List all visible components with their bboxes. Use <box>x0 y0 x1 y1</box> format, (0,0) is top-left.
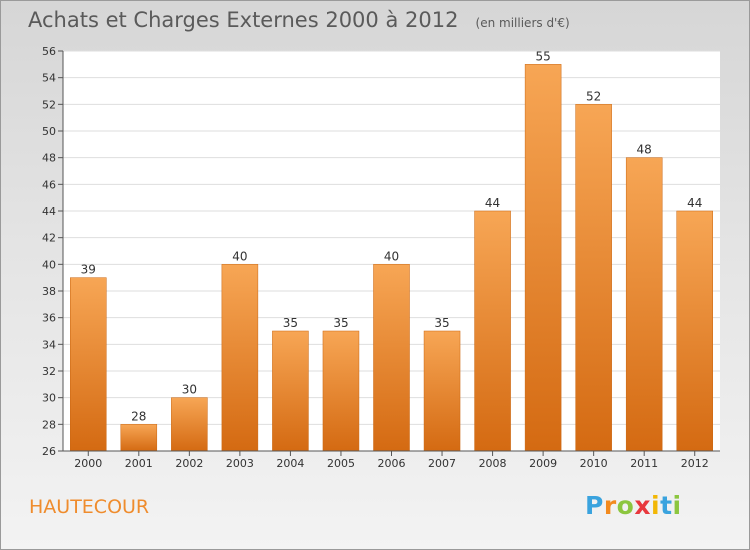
data-label-2004: 35 <box>283 316 298 330</box>
logo-letter: P <box>585 491 604 520</box>
x-tick-label-2007: 2007 <box>428 457 456 470</box>
data-label-2008: 44 <box>485 196 500 210</box>
logo-letter: o <box>616 491 635 520</box>
y-tick-label: 44 <box>42 205 56 218</box>
y-tick-label: 30 <box>42 392 56 405</box>
y-tick-label: 36 <box>42 312 56 325</box>
commune-name: HAUTECOUR <box>29 496 150 518</box>
data-label-2007: 35 <box>434 316 449 330</box>
bar-2001 <box>120 424 158 452</box>
proxiti-logo: Proxiti <box>585 491 682 520</box>
bar-2006 <box>373 264 410 452</box>
x-tick-label-2008: 2008 <box>479 457 507 470</box>
y-tick-label: 48 <box>42 152 56 165</box>
y-tick-label: 40 <box>42 258 56 271</box>
y-tick-label: 46 <box>42 178 56 191</box>
y-tick-label: 32 <box>42 365 56 378</box>
y-tick-label: 26 <box>42 445 56 458</box>
chart-subtitle: (en milliers d'€) <box>475 16 570 30</box>
chart-title: Achats et Charges Externes 2000 à 2012 <box>28 8 459 32</box>
data-label-2010: 52 <box>586 89 601 103</box>
logo-letter: t <box>660 491 673 520</box>
x-tick-label-2010: 2010 <box>580 457 608 470</box>
bar-2012 <box>676 210 713 452</box>
x-tick-label-2001: 2001 <box>125 457 153 470</box>
bar-2007 <box>423 330 461 452</box>
bar-2000 <box>70 277 107 452</box>
y-tick-label: 42 <box>42 232 56 245</box>
data-label-2002: 30 <box>182 383 197 397</box>
data-label-2001: 28 <box>131 409 146 423</box>
data-label-2009: 55 <box>535 49 550 63</box>
x-tick-label-2006: 2006 <box>378 457 406 470</box>
x-tick-label-2002: 2002 <box>175 457 203 470</box>
data-label-2005: 35 <box>333 316 348 330</box>
bar-2011 <box>625 157 663 452</box>
y-tick-label: 34 <box>42 338 56 351</box>
data-label-2000: 39 <box>81 263 96 277</box>
y-tick-label: 38 <box>42 285 56 298</box>
x-tick-label-2003: 2003 <box>226 457 254 470</box>
logo-letter: r <box>603 491 617 520</box>
bar-2009 <box>524 64 562 452</box>
bar-2002 <box>171 397 208 452</box>
bar-2010 <box>575 104 612 452</box>
y-tick-label: 54 <box>42 72 56 85</box>
data-label-2003: 40 <box>232 249 247 263</box>
logo-letter: i <box>672 491 682 520</box>
x-tick-label-2004: 2004 <box>276 457 304 470</box>
bar-2008 <box>474 210 511 452</box>
data-label-2006: 40 <box>384 249 399 263</box>
y-tick-label: 28 <box>42 418 56 431</box>
data-label-2011: 48 <box>637 143 652 157</box>
logo-letter: i <box>651 491 661 520</box>
title-block: Achats et Charges Externes 2000 à 2012 (… <box>28 8 570 32</box>
x-tick-label-2012: 2012 <box>681 457 709 470</box>
data-label-2012: 44 <box>687 196 702 210</box>
x-tick-label-2005: 2005 <box>327 457 355 470</box>
y-tick-label: 52 <box>42 98 56 111</box>
bar-2005 <box>322 330 360 452</box>
y-tick-label: 50 <box>42 125 56 138</box>
x-tick-label-2011: 2011 <box>630 457 658 470</box>
y-tick-label: 56 <box>42 45 56 58</box>
x-tick-label-2000: 2000 <box>74 457 102 470</box>
bar-2003 <box>221 264 259 452</box>
x-tick-label-2009: 2009 <box>529 457 557 470</box>
bar-2004 <box>272 330 309 452</box>
logo-letter: x <box>634 491 651 520</box>
